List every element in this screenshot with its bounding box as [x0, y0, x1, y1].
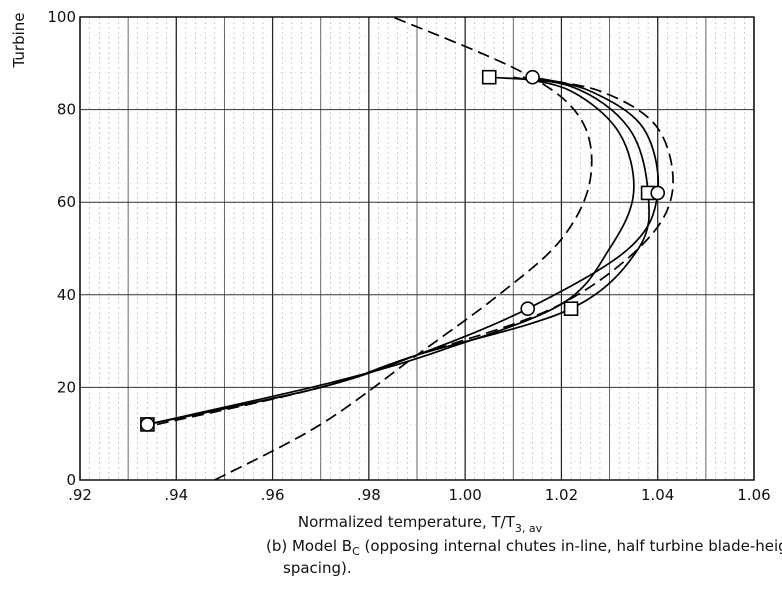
x-tick-label: 1.04	[641, 486, 674, 504]
caption-text: (b) Model B	[266, 537, 353, 555]
x-axis-label: Normalized temperature, T/T3, av	[298, 513, 543, 535]
caption-line-1: (b) Model BC (opposing internal chutes i…	[266, 536, 782, 558]
circle-marker	[140, 417, 155, 432]
y-tick-label: 100	[47, 8, 76, 26]
x-tick-label: 1.02	[545, 486, 578, 504]
series-line-3	[147, 76, 635, 426]
caption-subscript: C	[352, 545, 360, 558]
plot-frame	[79, 16, 755, 481]
x-axis-label-subscript: 3, av	[515, 522, 543, 535]
y-tick-label: 80	[57, 101, 76, 119]
minor-grid	[80, 17, 754, 480]
y-tick-label: 20	[57, 378, 76, 396]
circle-marker	[525, 69, 540, 85]
x-axis-label-main: Normalized temperature, T/T	[298, 513, 516, 531]
caption-text-cont: (opposing internal chutes in-line, half …	[359, 537, 782, 555]
y-tick-label: 0	[66, 471, 76, 489]
figure-caption: (b) Model BC (opposing internal chutes i…	[266, 536, 782, 579]
series-line-4	[156, 76, 674, 426]
tick-labels: .92 .94 .96 .98 1.00 1.02 1.04 1.06 0 20 40 60 80 100	[47, 8, 770, 504]
series-line-1	[147, 76, 650, 426]
x-tick-label: .92	[68, 486, 92, 504]
x-tick-label: .94	[164, 486, 188, 504]
marker-layer	[140, 69, 666, 432]
x-tick-label: 1.06	[737, 486, 770, 504]
y-axis-label: Turbine	[10, 13, 28, 69]
series-layer	[147, 16, 674, 481]
caption-line-2: spacing).	[283, 559, 352, 577]
x-tick-label: 1.00	[448, 486, 481, 504]
series-line-5	[214, 16, 593, 481]
circle-marker	[650, 185, 666, 201]
square-marker	[563, 301, 579, 316]
circle-marker	[520, 301, 536, 316]
x-tick-label: .96	[261, 486, 285, 504]
x-tick-label: .98	[357, 486, 381, 504]
y-tick-label: 40	[57, 286, 76, 304]
square-marker	[481, 69, 497, 85]
y-tick-label: 60	[57, 193, 76, 211]
